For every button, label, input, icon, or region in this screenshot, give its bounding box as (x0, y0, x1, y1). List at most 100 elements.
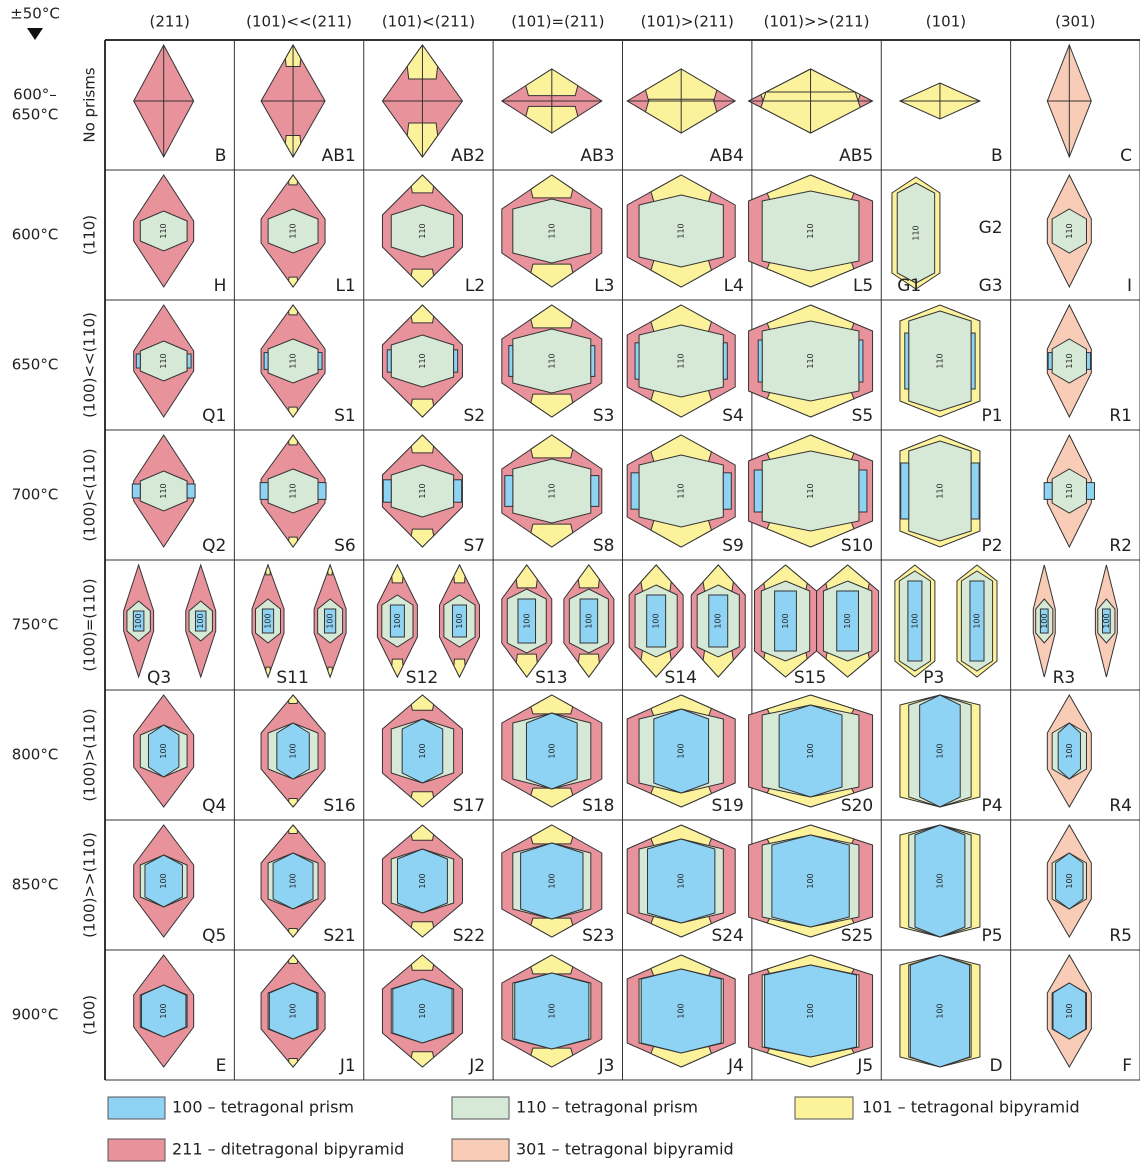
crystal: 100 (895, 565, 935, 677)
face-label: 110 (159, 483, 168, 498)
type-code: J3 (598, 1056, 615, 1076)
cap-face (411, 529, 433, 547)
crystal: 110 (134, 175, 194, 287)
face-label: 100 (326, 613, 335, 628)
cap-face (531, 305, 573, 328)
prism-face (264, 353, 268, 370)
type-code: S15 (794, 668, 826, 688)
crystal: 100 (134, 825, 194, 937)
face-label: 110 (289, 483, 298, 498)
crystal: 110 (134, 305, 194, 417)
face-label: 110 (418, 483, 427, 498)
prism-label: (100)=(110) (81, 578, 99, 671)
crystal: 100 (502, 955, 602, 1067)
face-label: 100 (547, 1003, 556, 1018)
face-label: 100 (714, 613, 723, 628)
crystal: 100 (900, 695, 980, 807)
type-code: Q4 (202, 796, 226, 816)
crystal: 100 (314, 565, 346, 677)
type-code: Q3 (147, 668, 171, 688)
face-label: 110 (289, 223, 298, 238)
type-code: S16 (323, 796, 355, 816)
crystal: 100 (261, 955, 325, 1067)
type-code: G1 (897, 276, 921, 296)
cap-face (454, 659, 465, 677)
type-code: S6 (334, 536, 356, 556)
typology-diagram: ±50°C (211)(101)<<(211)(101)<(211)(101)=… (0, 0, 1140, 1166)
prism-face (260, 483, 268, 500)
crystal: 100 (627, 695, 735, 807)
cap-face (531, 394, 573, 417)
cap-face (289, 305, 298, 315)
prism-face (454, 350, 458, 372)
crystal: 100 (502, 565, 552, 677)
face-label: 100 (677, 743, 686, 758)
type-code: S8 (593, 536, 615, 556)
type-code: J1 (339, 1056, 356, 1076)
cap-face (289, 175, 298, 185)
crystal: 110 (382, 175, 462, 287)
column-header: (101)>>(211) (764, 13, 870, 31)
prism-face (631, 473, 639, 509)
type-code: H (214, 276, 227, 296)
legend-label: 101 – tetragonal bipyramid (862, 1098, 1080, 1117)
temperature-label: 900°C (12, 1006, 59, 1024)
crystal (261, 45, 325, 157)
face-label: 100 (547, 873, 556, 888)
type-code: J2 (468, 1056, 485, 1076)
crystal: 100 (261, 825, 325, 937)
legend-label: 301 – tetragonal bipyramid (516, 1140, 734, 1159)
type-code: R2 (1109, 536, 1132, 556)
cap-face (531, 955, 573, 974)
type-code: C (1120, 146, 1132, 166)
temperature-label: 600°– (13, 86, 57, 104)
face-label: 100 (806, 1003, 815, 1018)
crystal: 100 (564, 565, 614, 677)
prism-face (383, 480, 391, 502)
crystal (900, 83, 980, 119)
column-header: (101)<(211) (382, 13, 475, 31)
face-label: 110 (1065, 353, 1074, 368)
crystal: 100 (502, 695, 602, 807)
prism-label: (100)<(110) (81, 448, 99, 541)
crystal: 110 (900, 435, 980, 547)
cap-face (328, 565, 332, 575)
type-code: AB2 (451, 146, 485, 166)
prism-face (591, 476, 599, 507)
face-label: 100 (677, 873, 686, 888)
cap-face (411, 922, 433, 937)
crystal: 110 (382, 435, 462, 547)
cap-face (531, 695, 573, 714)
crystal: 100 (124, 565, 154, 677)
crystal: 100 (627, 955, 735, 1067)
type-code: P1 (982, 406, 1003, 426)
crystal: 110 (892, 177, 940, 289)
legend-swatch (452, 1139, 509, 1161)
type-code: S5 (852, 406, 874, 426)
face-label: 110 (806, 483, 815, 498)
face-label: 100 (910, 613, 919, 628)
crystal: 110 (900, 305, 980, 417)
type-code: AB1 (322, 146, 356, 166)
type-code: L2 (465, 276, 485, 296)
face-label: 100 (935, 1003, 944, 1018)
cap-face (411, 955, 433, 970)
crystal (749, 69, 873, 133)
crystal: 100 (749, 825, 873, 937)
face-label: 100 (289, 1003, 298, 1018)
prism-face (1048, 353, 1052, 370)
type-code: AB3 (580, 146, 614, 166)
prism-face (758, 340, 762, 382)
type-code: S11 (276, 668, 308, 688)
prism-face (635, 343, 639, 379)
prism-face (971, 463, 979, 519)
crystal: 100 (755, 565, 817, 677)
prism-face (509, 346, 513, 377)
face-label: 110 (1065, 483, 1074, 498)
cap-face (531, 825, 573, 844)
face-label: 110 (547, 483, 556, 498)
cap-face (531, 1048, 573, 1067)
crystal: 100 (377, 565, 417, 677)
cap-face (411, 1052, 433, 1067)
temperature-label: 600°C (12, 226, 59, 244)
